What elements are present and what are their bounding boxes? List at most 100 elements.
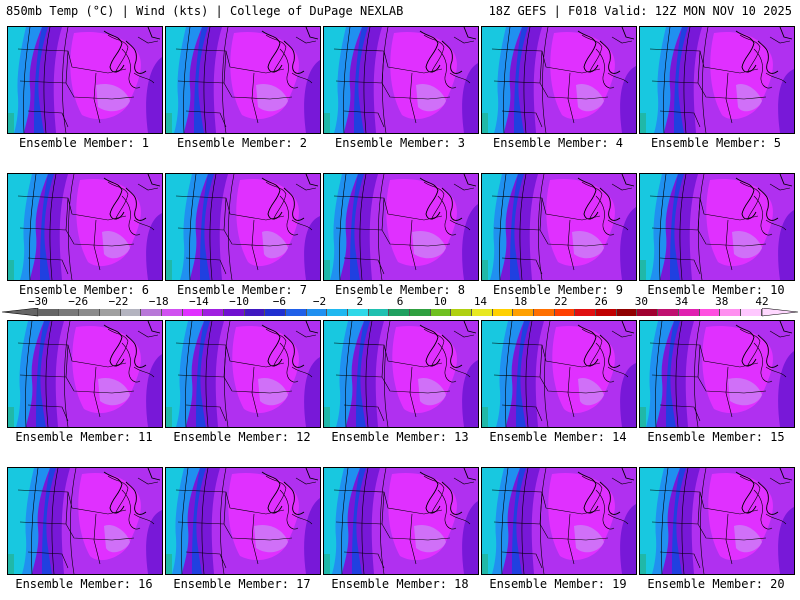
header-title-right: 18Z GEFS | F018 Valid: 12Z MON NOV 10 20… xyxy=(488,4,792,18)
colorbar-swatch xyxy=(492,309,514,316)
member-map-panel xyxy=(639,173,795,281)
colorbar-swatch xyxy=(100,309,121,316)
member-map-panel xyxy=(481,26,637,134)
colorbar-swatch xyxy=(430,309,452,316)
temperature-map xyxy=(166,27,320,133)
member-map-panel xyxy=(481,320,637,428)
colorbar-label: 42 xyxy=(755,295,769,308)
member-map-panel xyxy=(165,320,321,428)
colorbar-label: 2 xyxy=(356,295,364,308)
colorbar-label: 10 xyxy=(433,295,447,308)
ensemble-member-caption: Ensemble Member: 11 xyxy=(15,430,153,444)
colorbar-swatch xyxy=(554,309,576,316)
header-title-left: 850mb Temp (°C) | Wind (kts) | College o… xyxy=(6,4,404,18)
temperature-map xyxy=(166,174,320,280)
colorbar-label: 14 xyxy=(473,295,488,308)
colorbar-swatch xyxy=(534,309,555,316)
colorbar-label: 26 xyxy=(594,295,608,308)
ensemble-member-caption: Ensemble Member: 15 xyxy=(647,430,785,444)
colorbar-swatch xyxy=(120,309,142,316)
ensemble-member-caption: Ensemble Member: 17 xyxy=(173,577,311,591)
colorbar-label: −6 xyxy=(272,295,286,308)
temperature-map xyxy=(324,174,478,280)
colorbar-label: −30 xyxy=(28,295,48,308)
member-map-panel xyxy=(7,467,163,575)
temperature-map xyxy=(482,174,636,280)
colorbar-swatch xyxy=(203,309,225,316)
temperature-map xyxy=(324,321,478,427)
colorbar-swatch xyxy=(637,309,659,316)
ensemble-member-caption: Ensemble Member: 1 xyxy=(18,136,150,150)
ensemble-member-caption: Ensemble Member: 13 xyxy=(331,430,469,444)
ensemble-member-caption: Ensemble Member: 16 xyxy=(15,577,153,591)
colorbar-label: −22 xyxy=(108,295,129,308)
temperature-map xyxy=(166,468,320,574)
member-map-panel xyxy=(323,173,479,281)
temperature-map xyxy=(640,468,794,574)
colorbar-swatch xyxy=(740,309,762,316)
colorbar-label: 18 xyxy=(514,295,528,308)
temperature-map xyxy=(482,468,636,574)
temperature-map xyxy=(640,27,794,133)
member-map-panel xyxy=(7,26,163,134)
colorbar-label: 34 xyxy=(674,295,689,308)
colorbar-label: −18 xyxy=(148,295,169,308)
ensemble-member-caption: Ensemble Member: 4 xyxy=(492,136,624,150)
member-map-panel xyxy=(323,26,479,134)
colorbar-swatch xyxy=(38,309,59,316)
member-map-panel xyxy=(165,173,321,281)
colorbar-swatch xyxy=(182,309,204,316)
member-map-panel xyxy=(7,320,163,428)
color-legend: −30 −26 −22 −18 −14 −10 −6 −2 2 6 10 14 18 22 26 30 34 38… xyxy=(0,296,800,320)
colorbar-right-arrow-icon xyxy=(762,308,799,317)
ensemble-member-caption: Ensemble Member: 6 xyxy=(18,283,150,297)
colorbar-swatch xyxy=(327,309,349,316)
colorbar-swatches xyxy=(38,309,762,316)
ensemble-member-caption: Ensemble Member: 10 xyxy=(647,283,785,297)
member-map-panel xyxy=(323,467,479,575)
ensemble-member-caption: Ensemble Member: 14 xyxy=(489,430,627,444)
colorbar-left-arrow-icon xyxy=(1,308,39,317)
temperature-map xyxy=(640,174,794,280)
colorbar-swatch xyxy=(265,309,287,316)
member-map-panel xyxy=(481,173,637,281)
ensemble-member-caption: Ensemble Member: 3 xyxy=(334,136,466,150)
colorbar-swatch xyxy=(513,309,535,316)
ensemble-member-caption: Ensemble Member: 12 xyxy=(173,430,311,444)
member-map-panel xyxy=(7,173,163,281)
colorbar-swatch xyxy=(658,309,679,316)
colorbar-swatch xyxy=(79,309,101,316)
temperature-map xyxy=(8,321,162,427)
colorbar-swatch xyxy=(368,309,390,316)
colorbar-swatch xyxy=(348,309,369,316)
temperature-map xyxy=(324,27,478,133)
colorbar-swatch xyxy=(616,309,638,316)
ensemble-member-caption: Ensemble Member: 20 xyxy=(647,577,785,591)
colorbar-swatch xyxy=(699,309,721,316)
member-map-panel xyxy=(639,467,795,575)
colorbar-label: −26 xyxy=(68,295,89,308)
colorbar-label: −2 xyxy=(312,295,327,308)
temperature-map xyxy=(8,468,162,574)
colorbar-label: 30 xyxy=(634,295,648,308)
member-map-panel xyxy=(323,320,479,428)
ensemble-member-caption: Ensemble Member: 18 xyxy=(331,577,469,591)
colorbar-swatch xyxy=(286,309,307,316)
ensemble-member-caption: Ensemble Member: 19 xyxy=(489,577,627,591)
colorbar-swatch xyxy=(720,309,741,316)
colorbar-swatch xyxy=(244,309,266,316)
ensemble-member-caption: Ensemble Member: 5 xyxy=(650,136,782,150)
colorbar-swatch xyxy=(472,309,493,316)
colorbar-swatch xyxy=(162,309,183,316)
member-map-panel xyxy=(481,467,637,575)
temperature-map xyxy=(324,468,478,574)
colorbar-swatch xyxy=(575,309,597,316)
temperature-map xyxy=(8,27,162,133)
temperature-map xyxy=(166,321,320,427)
colorbar-swatch xyxy=(596,309,617,316)
colorbar-label: 22 xyxy=(554,295,568,308)
colorbar-label: −14 xyxy=(188,295,209,308)
ensemble-member-caption: Ensemble Member: 8 xyxy=(334,283,466,297)
ensemble-member-caption: Ensemble Member: 2 xyxy=(176,136,308,150)
colorbar-swatch xyxy=(58,309,80,316)
